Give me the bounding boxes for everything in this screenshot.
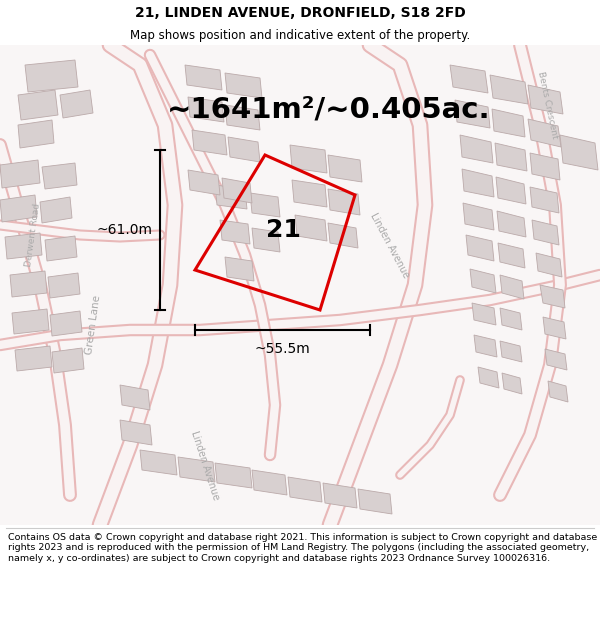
- Polygon shape: [40, 197, 72, 223]
- Polygon shape: [48, 273, 80, 298]
- Polygon shape: [225, 73, 262, 98]
- Polygon shape: [228, 137, 260, 162]
- Polygon shape: [215, 463, 252, 488]
- Polygon shape: [292, 180, 327, 207]
- Polygon shape: [192, 130, 227, 155]
- Polygon shape: [120, 420, 152, 445]
- Polygon shape: [462, 169, 494, 197]
- Polygon shape: [478, 367, 499, 388]
- Polygon shape: [18, 120, 54, 148]
- Polygon shape: [140, 450, 177, 475]
- Polygon shape: [450, 65, 488, 93]
- Text: Derwent Road: Derwent Road: [24, 202, 42, 268]
- Text: 21: 21: [266, 218, 301, 242]
- Text: Linden Avenue: Linden Avenue: [368, 211, 412, 279]
- Polygon shape: [496, 177, 526, 204]
- Polygon shape: [222, 178, 252, 203]
- Text: Contains OS data © Crown copyright and database right 2021. This information is : Contains OS data © Crown copyright and d…: [8, 533, 597, 562]
- Polygon shape: [543, 317, 566, 339]
- Polygon shape: [220, 220, 250, 244]
- Text: Map shows position and indicative extent of the property.: Map shows position and indicative extent…: [130, 29, 470, 42]
- Polygon shape: [50, 311, 82, 336]
- Polygon shape: [25, 60, 78, 92]
- Text: Bents Crescent: Bents Crescent: [536, 71, 560, 139]
- Polygon shape: [500, 308, 522, 330]
- Text: 21, LINDEN AVENUE, DRONFIELD, S18 2FD: 21, LINDEN AVENUE, DRONFIELD, S18 2FD: [134, 6, 466, 19]
- Polygon shape: [188, 97, 224, 122]
- Polygon shape: [532, 220, 559, 245]
- Polygon shape: [500, 341, 522, 362]
- Polygon shape: [545, 349, 567, 370]
- Polygon shape: [492, 109, 525, 137]
- Polygon shape: [60, 90, 93, 118]
- Polygon shape: [540, 285, 565, 308]
- Polygon shape: [358, 489, 392, 514]
- Polygon shape: [328, 223, 358, 248]
- Polygon shape: [5, 233, 42, 259]
- Polygon shape: [288, 477, 322, 502]
- Polygon shape: [323, 483, 357, 508]
- Polygon shape: [188, 170, 220, 195]
- Polygon shape: [460, 135, 493, 163]
- Polygon shape: [225, 105, 260, 130]
- Polygon shape: [12, 309, 49, 334]
- Polygon shape: [0, 160, 40, 188]
- Text: ~61.0m: ~61.0m: [96, 223, 152, 237]
- Text: Linden Avenue: Linden Avenue: [189, 429, 221, 501]
- Polygon shape: [466, 235, 494, 261]
- Polygon shape: [530, 153, 560, 180]
- Polygon shape: [328, 155, 362, 182]
- Polygon shape: [328, 189, 360, 215]
- Polygon shape: [502, 373, 522, 394]
- Text: ~55.5m: ~55.5m: [254, 342, 310, 356]
- Text: ~1641m²/~0.405ac.: ~1641m²/~0.405ac.: [167, 96, 491, 124]
- Polygon shape: [0, 195, 37, 222]
- Polygon shape: [45, 236, 77, 261]
- Polygon shape: [295, 215, 327, 241]
- Polygon shape: [528, 85, 563, 114]
- Polygon shape: [215, 185, 247, 209]
- Polygon shape: [250, 193, 280, 217]
- Polygon shape: [530, 187, 559, 213]
- Polygon shape: [120, 385, 150, 410]
- Polygon shape: [185, 65, 222, 90]
- Polygon shape: [455, 100, 490, 128]
- Polygon shape: [252, 470, 287, 495]
- Polygon shape: [470, 269, 496, 293]
- Polygon shape: [490, 75, 528, 104]
- Polygon shape: [500, 275, 524, 299]
- Polygon shape: [474, 335, 497, 357]
- Polygon shape: [528, 119, 561, 147]
- Polygon shape: [42, 163, 77, 189]
- Polygon shape: [15, 346, 52, 371]
- Polygon shape: [536, 253, 562, 277]
- Polygon shape: [252, 228, 280, 252]
- Polygon shape: [52, 348, 84, 373]
- Text: Green Lane: Green Lane: [84, 294, 102, 356]
- Polygon shape: [463, 203, 494, 230]
- Polygon shape: [10, 271, 47, 297]
- Polygon shape: [560, 135, 598, 170]
- Polygon shape: [498, 243, 525, 268]
- Polygon shape: [225, 257, 254, 281]
- Polygon shape: [548, 381, 568, 402]
- Polygon shape: [495, 143, 527, 171]
- Polygon shape: [290, 145, 327, 173]
- Polygon shape: [178, 457, 215, 482]
- Polygon shape: [18, 90, 58, 120]
- Polygon shape: [497, 211, 526, 237]
- Polygon shape: [472, 303, 496, 325]
